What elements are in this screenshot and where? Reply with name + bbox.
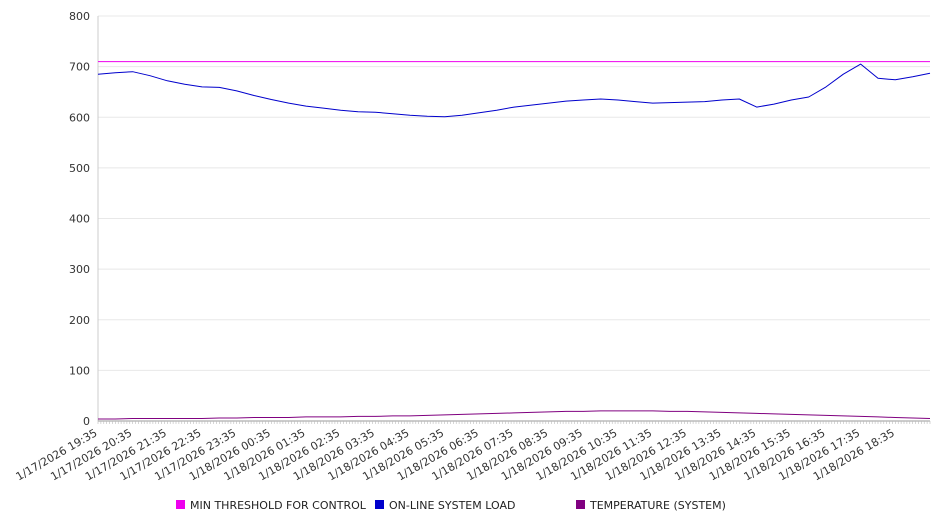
y-tick-label: 400 — [69, 213, 90, 226]
y-tick-labels: 0 100 200 300 400 500 600 700 800 — [69, 10, 90, 428]
legend-swatch-temperature-system — [576, 500, 585, 509]
legend-swatch-on-line-system-load — [375, 500, 384, 509]
axes — [97, 16, 931, 424]
series-line-on-line-system-load — [97, 63, 931, 118]
legend: MIN THRESHOLD FOR CONTROL ON-LINE SYSTEM … — [176, 499, 726, 512]
y-tick-label: 500 — [69, 162, 90, 175]
legend-label-min-threshold-for-control: MIN THRESHOLD FOR CONTROL — [190, 499, 367, 512]
legend-label-temperature-system: TEMPERATURE (SYSTEM) — [589, 499, 726, 512]
grid — [98, 15, 930, 371]
series-lines — [97, 61, 931, 420]
x-tick-labels: 1/17/2026 19:351/17/2026 20:351/17/2026 … — [14, 426, 897, 483]
y-tick-label: 600 — [69, 111, 90, 124]
y-tick-label: 200 — [69, 314, 90, 327]
y-tick-label: 100 — [69, 364, 90, 377]
y-tick-label: 0 — [83, 415, 90, 428]
legend-label-on-line-system-load: ON-LINE SYSTEM LOAD — [389, 499, 515, 512]
y-tick-label: 300 — [69, 263, 90, 276]
y-tick-label: 700 — [69, 61, 90, 74]
legend-swatch-min-threshold-for-control — [176, 500, 185, 509]
y-tick-label: 800 — [69, 10, 90, 23]
series-line-temperature-system — [98, 410, 931, 420]
